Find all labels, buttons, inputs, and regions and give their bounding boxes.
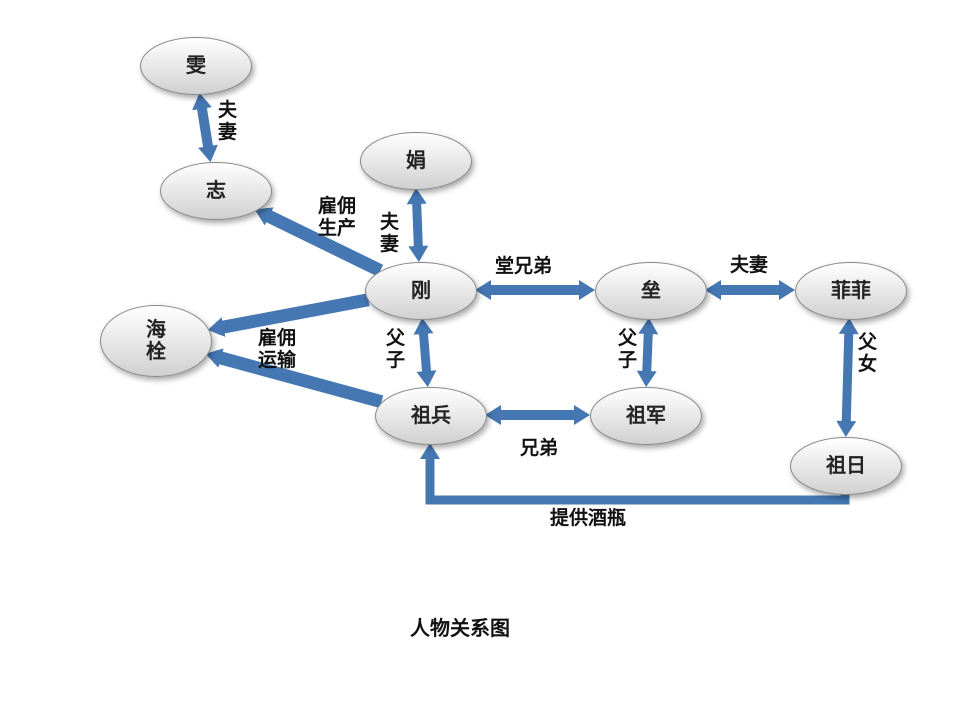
node-gang: 刚	[365, 262, 477, 320]
edge-label-4: 夫妻	[730, 255, 768, 277]
diagram-title: 人物关系图	[410, 612, 510, 641]
node-feifei: 菲菲	[795, 262, 907, 320]
edge-label-9: 兄弟	[520, 438, 558, 460]
node-haishuan: 海 栓	[100, 305, 212, 377]
node-juan: 娟	[360, 132, 472, 190]
edge-label-8: 父 女	[858, 332, 877, 376]
node-zujun: 祖军	[590, 387, 702, 445]
edge-label-0: 夫 妻	[218, 100, 237, 144]
edge-label-6: 父 子	[386, 328, 405, 372]
node-zubing: 祖兵	[375, 387, 487, 445]
edge-label-5: 雇佣 运输	[258, 328, 296, 372]
node-zuri: 祖日	[790, 437, 902, 495]
edge-label-1: 雇佣 生产	[318, 196, 356, 240]
node-zhi: 志	[160, 162, 272, 220]
edge-label-2: 夫 妻	[380, 212, 399, 256]
edge-label-7: 父 子	[618, 328, 637, 372]
node-lei: 垒	[595, 262, 707, 320]
edge-label-3: 堂兄弟	[495, 256, 552, 278]
edge-label-10: 提供酒瓶	[550, 508, 626, 530]
node-wen: 雯	[140, 37, 252, 95]
